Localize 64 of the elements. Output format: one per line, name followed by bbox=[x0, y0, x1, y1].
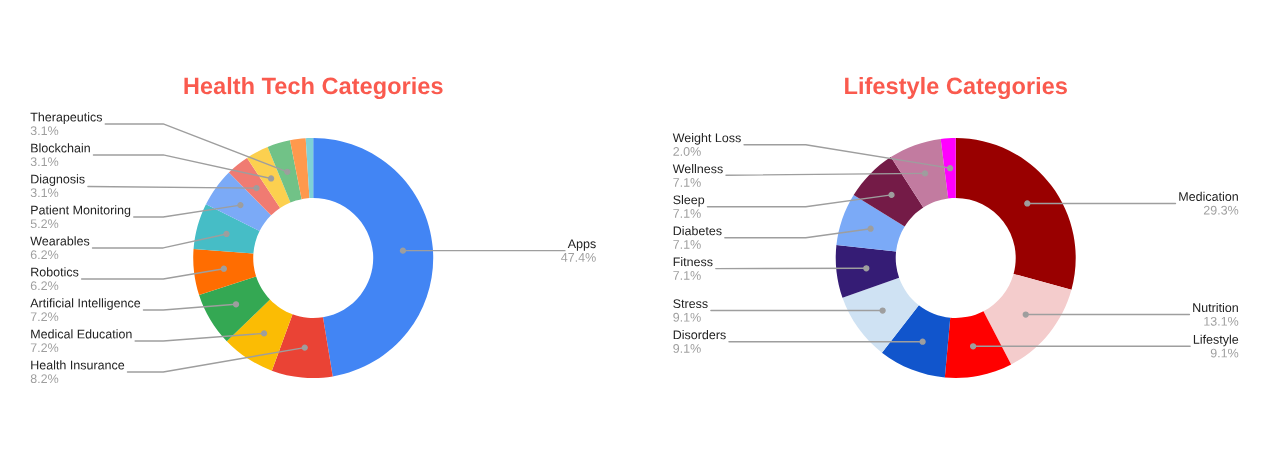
data-label: 7.1% bbox=[673, 178, 701, 187]
slice-label: Disorders bbox=[673, 330, 726, 340]
donut-slice bbox=[835, 245, 900, 298]
donut-slice bbox=[881, 305, 951, 378]
donut-slice bbox=[305, 138, 314, 199]
data-label: 7.1% bbox=[673, 209, 701, 218]
donut-slice bbox=[199, 276, 270, 342]
data-label: 3.1% bbox=[30, 188, 59, 198]
slice-label: Wearables bbox=[30, 236, 90, 246]
slice-label: Robotics bbox=[31, 267, 79, 277]
data-label: 6.2% bbox=[30, 281, 59, 291]
data-label: 9.1% bbox=[673, 344, 701, 353]
data-label: 8.2% bbox=[30, 374, 59, 384]
donut-slice bbox=[313, 138, 434, 377]
data-label: 13.1% bbox=[1204, 316, 1239, 326]
donut-slice bbox=[226, 299, 293, 371]
slice-label: Wellness bbox=[672, 164, 723, 174]
chart-title: Health Tech Categories bbox=[184, 76, 443, 100]
slice-label: Artificial Intelligence bbox=[30, 298, 141, 310]
slice-label: Diagnosis bbox=[31, 174, 85, 186]
donut-slice bbox=[940, 138, 956, 199]
donut-slice bbox=[247, 146, 291, 208]
donut-slice bbox=[193, 204, 260, 254]
slice-label: Stress bbox=[673, 299, 708, 309]
data-label: 29.3% bbox=[1203, 205, 1239, 215]
data-label: 9.1% bbox=[673, 312, 701, 322]
donut-slice bbox=[193, 248, 257, 296]
donut-slice bbox=[205, 172, 272, 232]
donut-slice bbox=[890, 138, 949, 208]
donut-slice bbox=[983, 273, 1072, 365]
data-label: 5.2% bbox=[30, 219, 59, 229]
data-label: 7.1% bbox=[673, 240, 701, 249]
data-label: 3.1% bbox=[30, 126, 59, 136]
slice-label: Fitness bbox=[673, 257, 713, 267]
donut-slice bbox=[944, 311, 1012, 378]
donut-slice bbox=[955, 138, 1076, 290]
data-label: 7.2% bbox=[30, 312, 59, 322]
slice-label: Medication bbox=[1179, 191, 1238, 201]
slice-label: Diabetes bbox=[673, 226, 722, 236]
data-label: 47.4% bbox=[561, 253, 596, 262]
data-label: 9.1% bbox=[1210, 348, 1239, 358]
donut-slice bbox=[271, 314, 333, 378]
data-label: 7.2% bbox=[30, 343, 59, 353]
slice-label: Medical Education bbox=[31, 329, 132, 339]
donut-slice bbox=[228, 157, 281, 216]
data-label: 6.2% bbox=[30, 250, 59, 260]
data-label: 2.0% bbox=[673, 147, 701, 156]
slice-label: Blockchain bbox=[31, 143, 90, 153]
slice-label: Weight Loss bbox=[672, 133, 741, 145]
data-label: 7.1% bbox=[673, 271, 701, 280]
slice-label: Sleep bbox=[673, 195, 705, 207]
donut-slice bbox=[267, 140, 302, 203]
slice-label: Apps bbox=[567, 239, 596, 251]
slice-label: Nutrition bbox=[1193, 302, 1238, 313]
slice-label: Lifestyle bbox=[1193, 334, 1239, 347]
chart-title: Lifestyle Categories bbox=[845, 76, 1067, 100]
donut-slice bbox=[289, 138, 310, 200]
data-label: 3.1% bbox=[30, 157, 59, 167]
donut-slice bbox=[853, 157, 924, 227]
slice-label: Patient Monitoring bbox=[31, 205, 131, 217]
slice-label: Health Insurance bbox=[31, 360, 125, 370]
donut-slice bbox=[842, 277, 919, 353]
donut-slice bbox=[836, 194, 905, 252]
slice-label: Therapeutics bbox=[30, 112, 103, 124]
